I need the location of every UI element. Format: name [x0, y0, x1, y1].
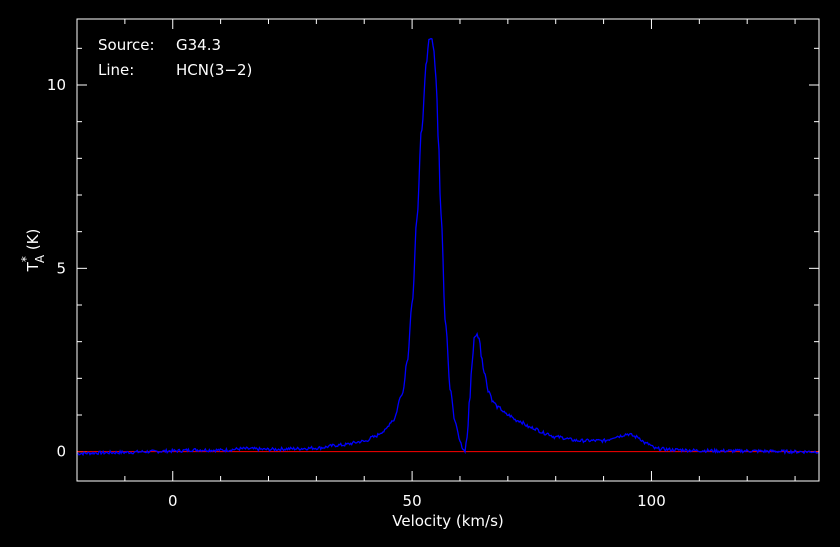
x-tick-label: 0 — [168, 492, 178, 510]
source-value: G34.3 — [176, 36, 221, 54]
y-axis-label-sub: A — [33, 254, 47, 263]
y-axis-label-sup: * — [19, 256, 33, 262]
y-axis-label-unit: (K) — [24, 229, 42, 255]
svg-text:T*A (K): T*A (K) — [19, 229, 47, 273]
source-label: Source: — [98, 36, 155, 54]
y-tick-label: 0 — [56, 443, 66, 461]
x-tick-label: 50 — [403, 492, 422, 510]
x-tick-label: 100 — [637, 492, 666, 510]
plot-frame — [76, 18, 820, 482]
line-value: HCN(3−2) — [176, 61, 252, 79]
y-axis-label-base: T — [24, 261, 42, 272]
spectrum-line — [76, 37, 820, 457]
line-label: Line: — [98, 61, 134, 79]
data-marks — [76, 37, 820, 457]
x-axis-label: Velocity (km/s) — [392, 512, 503, 530]
y-axis-label: T*A (K) — [19, 229, 47, 273]
y-tick-label: 10 — [47, 76, 66, 94]
tick-marks: 0 50 100 0 5 10 — [47, 19, 819, 510]
y-tick-label: 5 — [56, 259, 66, 277]
